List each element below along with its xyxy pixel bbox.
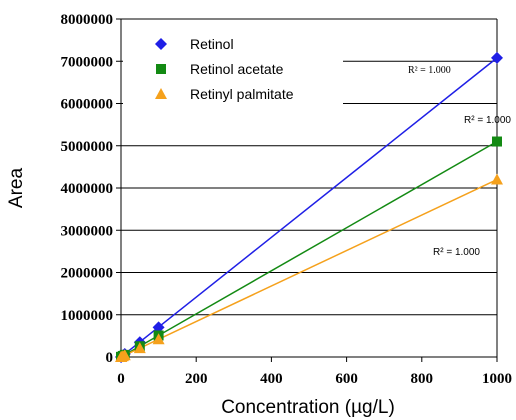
y-axis-title: Area — [6, 168, 27, 209]
x-tick-label-1000: 1000 — [482, 371, 512, 387]
point-retinol-5 — [152, 321, 165, 334]
point-retinyl-palmitate-3 — [118, 349, 131, 361]
legend-marker-retinol-acetate — [156, 64, 166, 74]
point-retinyl-palmitate-6 — [491, 173, 503, 185]
legend-marker-retinol — [155, 38, 167, 50]
y-tick-label-6000000: 6000000 — [61, 97, 114, 113]
point-retinol-6 — [491, 51, 503, 64]
y-tick-label-7000000: 7000000 — [61, 54, 114, 70]
x-tick-label-200: 200 — [185, 371, 208, 387]
y-tick-label-8000000: 8000000 — [61, 12, 114, 28]
trendline-retinol-acetate — [120, 140, 498, 358]
x-tick-labels: 0 200 400 600 800 1000 — [117, 371, 512, 387]
x-tick-label-0: 0 — [117, 371, 125, 387]
y-tick-label-0: 0 — [106, 350, 114, 366]
x-tick-label-600: 600 — [335, 371, 358, 387]
legend-label-retinyl-palmitate: Retinyl palmitate — [190, 86, 294, 102]
x-tick-label-800: 800 — [411, 371, 434, 387]
r-squared-label-retinol-acetate: R² = 1.000 — [464, 115, 511, 126]
y-tick-label-2000000: 2000000 — [61, 266, 114, 282]
data-points — [115, 51, 503, 363]
y-tick-labels: 0 1000000 2000000 3000000 4000000 5000000 6000… — [61, 12, 114, 366]
trendlines — [120, 57, 498, 358]
trendline-retinol — [120, 57, 498, 358]
point-retinyl-palmitate-5 — [152, 333, 165, 345]
y-tick-label-5000000: 5000000 — [61, 139, 114, 155]
legend-marker-retinyl-palmitate — [155, 88, 167, 99]
legend: Retinol Retinol acetate Retinyl palmitate — [123, 30, 343, 120]
r-squared-label-retinol: R² = 1.000 — [408, 65, 451, 76]
y-tick-label-1000000: 1000000 — [61, 308, 114, 324]
r-squared-label-retinyl-palmitate: R² = 1.000 — [433, 247, 480, 258]
y-tick-label-4000000: 4000000 — [61, 181, 114, 197]
axes — [116, 18, 498, 362]
r-squared-annotations: R² = 1.000 R² = 1.000 R² = 1.000 — [408, 65, 511, 258]
legend-label-retinol-acetate: Retinol acetate — [190, 61, 284, 77]
legend-label-retinol: Retinol — [190, 36, 234, 52]
x-axis-title: Concentration (µg/L) — [221, 397, 395, 418]
x-tick-label-400: 400 — [260, 371, 283, 387]
y-tick-label-3000000: 3000000 — [61, 223, 114, 239]
point-retinol-acetate-6 — [492, 136, 502, 147]
point-retinyl-palmitate-4 — [133, 342, 146, 354]
trendline-retinyl-palmitate — [120, 178, 498, 358]
